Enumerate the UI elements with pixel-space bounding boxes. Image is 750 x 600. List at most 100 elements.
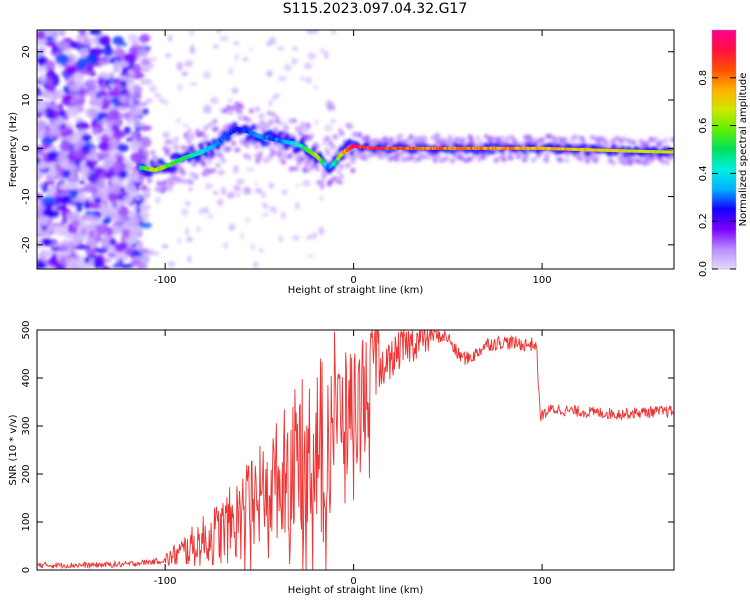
- ridge-halo: [246, 154, 252, 160]
- noise-speckle: [182, 123, 190, 128]
- noise-blob: [139, 67, 151, 72]
- ridge-halo: [220, 158, 226, 164]
- ridge-halo: [291, 118, 297, 124]
- noise-blob: [100, 173, 110, 179]
- noise-blob: [142, 252, 150, 265]
- ridge-halo: [432, 158, 438, 164]
- ridge-halo: [237, 109, 243, 115]
- noise-blob: [62, 199, 73, 204]
- ridge-halo: [287, 153, 293, 159]
- ridge-band: [481, 149, 487, 155]
- ridge-halo: [238, 104, 244, 110]
- ridge-halo: [460, 137, 466, 143]
- ridge-halo: [218, 154, 224, 160]
- noise-speckle: [213, 44, 219, 49]
- colorbar-ticks: 0.0 0.2 0.4 0.6 0.8: [698, 70, 736, 277]
- noise-speckle: [184, 59, 194, 68]
- noise-speckle: [188, 186, 193, 192]
- ridge-halo: [408, 134, 414, 140]
- noise-blob: [67, 77, 73, 82]
- noise-speckle: [189, 30, 194, 36]
- snr-ylabel: SNR (10 * v/v): [8, 414, 19, 485]
- noise-speckle: [185, 201, 191, 206]
- noise-blob: [91, 127, 99, 135]
- noise-speckle: [161, 244, 169, 249]
- noise-blob: [78, 30, 87, 36]
- ridge-halo: [203, 125, 209, 131]
- ridge-halo: [504, 135, 510, 141]
- ridge-halo: [266, 110, 272, 116]
- noise-speckle: [190, 43, 194, 53]
- ridge-halo: [417, 136, 423, 142]
- noise-blob: [119, 263, 134, 269]
- ridge-halo: [255, 158, 261, 164]
- ridge-halo: [480, 154, 486, 160]
- ridge-band: [364, 141, 370, 147]
- colorbar-tick-label: 0.4: [698, 165, 709, 181]
- noise-blob: [61, 99, 68, 105]
- ridge-halo: [271, 149, 277, 155]
- noise-speckle: [221, 189, 226, 195]
- chart-title: S115.2023.097.04.32.G17: [282, 1, 468, 17]
- noise-blob: [129, 104, 137, 116]
- ridge-halo: [255, 123, 261, 129]
- noise-speckle: [291, 57, 298, 65]
- y-tick-label: 400: [21, 368, 32, 387]
- noise-speckle: [162, 131, 170, 139]
- ridge-halo: [350, 159, 356, 165]
- ridge-halo: [309, 133, 315, 139]
- noise-speckle: [213, 190, 218, 196]
- noise-speckle: [185, 227, 189, 236]
- noise-blob: [111, 247, 116, 255]
- noise-blob: [66, 134, 79, 144]
- ridge-halo: [307, 159, 313, 165]
- snr-xlabel: Height of straight line (km): [288, 585, 424, 596]
- noise-blob: [108, 192, 119, 202]
- noise-blob: [139, 78, 153, 85]
- noise-blob: [45, 36, 54, 42]
- noise-speckle: [149, 63, 154, 69]
- noise-speckle: [203, 104, 212, 114]
- ridge-halo: [206, 168, 212, 174]
- noise-blob: [81, 158, 86, 169]
- noise-speckle: [245, 217, 250, 223]
- noise-blob: [105, 211, 119, 217]
- noise-blob: [80, 227, 88, 236]
- noise-speckle: [205, 183, 213, 190]
- noise-blob: [86, 64, 94, 73]
- ridge-halo: [289, 166, 295, 172]
- ridge-band: [311, 145, 317, 153]
- ridge-halo: [467, 134, 473, 140]
- ridge-halo: [467, 156, 473, 162]
- noise-speckle: [154, 250, 160, 257]
- noise-speckle: [307, 52, 316, 60]
- ridge-band: [624, 151, 630, 157]
- noise-blob: [55, 205, 67, 211]
- noise-blob: [78, 180, 86, 185]
- noise-blob: [45, 210, 60, 218]
- noise-blob: [68, 83, 81, 92]
- ridge-halo: [528, 137, 534, 143]
- spectrogram-frame: [36, 29, 675, 270]
- colorbar-gradient: [712, 30, 736, 269]
- noise-speckle: [196, 226, 201, 232]
- ridge-band: [611, 144, 617, 150]
- ridge-halo: [138, 175, 144, 181]
- ridge-band: [629, 151, 636, 157]
- noise-speckle: [177, 238, 181, 244]
- x-tick-label: -100: [154, 275, 177, 286]
- ridge-halo: [580, 137, 586, 143]
- noise-blob: [120, 70, 126, 77]
- ridge-halo: [398, 133, 404, 139]
- ridge-halo: [320, 169, 326, 175]
- ridge-halo: [420, 154, 426, 160]
- noise-blob: [42, 142, 50, 151]
- noise-speckle: [207, 213, 214, 219]
- noise-blob: [135, 240, 144, 251]
- ridge-halo: [231, 132, 237, 138]
- noise-blob: [75, 35, 87, 41]
- ridge-halo: [227, 109, 233, 115]
- spectrogram-area: [37, 30, 674, 269]
- ridge-halo: [495, 156, 501, 162]
